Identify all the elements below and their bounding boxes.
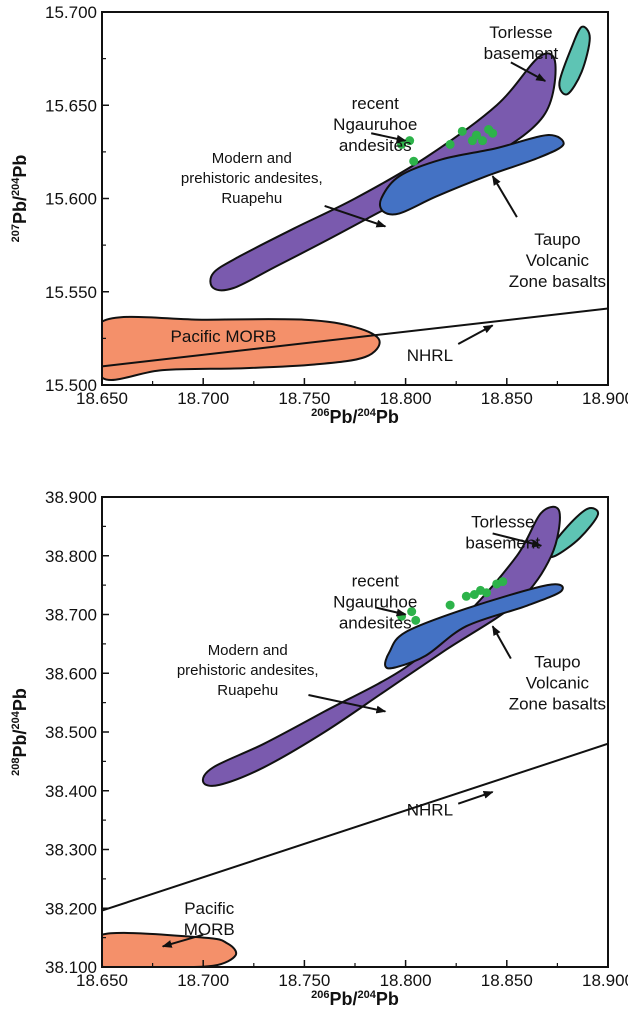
data-point-9 xyxy=(498,577,508,587)
y-tick-label-3: 15.650 xyxy=(45,96,97,115)
plot-area xyxy=(102,505,608,967)
x-tick-label-4: 18.850 xyxy=(481,971,533,990)
annotation-text-ruapehu: Modern and prehistoric andesites, Ruapehu xyxy=(177,642,319,699)
data-point-3 xyxy=(445,139,455,149)
data-point-2 xyxy=(409,156,419,166)
plot-area xyxy=(102,25,608,382)
x-axis-title: 206Pb/204Pb xyxy=(311,989,399,1009)
annotation-arrow-torlesse xyxy=(510,61,547,82)
annotation-arrow-taupo xyxy=(491,175,518,218)
data-point-9 xyxy=(488,128,498,138)
annotation-morb: Pacific MORB xyxy=(171,327,277,346)
annotation-text-morb: Pacific MORB xyxy=(171,327,277,346)
field-teal xyxy=(545,507,600,559)
x-tick-label-4: 18.850 xyxy=(481,389,533,408)
x-tick-label-3: 18.800 xyxy=(380,389,432,408)
y-tick-label-5: 38.600 xyxy=(45,664,97,683)
data-point-4 xyxy=(461,591,471,601)
field-morb xyxy=(102,931,238,967)
annotation-arrow-nhrl xyxy=(457,790,494,805)
x-tick-label-1: 18.700 xyxy=(177,971,229,990)
data-point-1 xyxy=(407,607,417,617)
annotation-taupo: Taupo Volcanic Zone basalts xyxy=(491,175,606,291)
x-tick-label-0: 18.650 xyxy=(76,389,128,408)
annotation-arrow-ruapehu xyxy=(324,205,387,228)
x-tick-label-1: 18.700 xyxy=(177,389,229,408)
y-tick-label-2: 15.600 xyxy=(45,190,97,209)
y-tick-label-7: 38.800 xyxy=(45,547,97,566)
data-point-4 xyxy=(457,126,467,136)
y-axis-title: 208Pb/204Pb xyxy=(10,688,30,776)
y-tick-label-1: 38.200 xyxy=(45,899,97,918)
annotation-nhrl: NHRL xyxy=(407,790,494,819)
annotation-taupo: Taupo Volcanic Zone basalts xyxy=(491,625,606,713)
data-point-7 xyxy=(482,588,492,598)
nhrl-line xyxy=(102,307,608,368)
annotation-ngauruhoe: recent Ngauruhoe andesites xyxy=(333,571,417,632)
data-point-3 xyxy=(445,600,455,610)
x-tick-label-3: 18.800 xyxy=(380,971,432,990)
annotation-text-morb: Pacific MORB xyxy=(184,899,235,939)
y-tick-label-0: 38.100 xyxy=(45,958,97,977)
data-point-2 xyxy=(411,615,421,625)
data-point-7 xyxy=(478,136,488,146)
annotation-arrow-ngauruhoe xyxy=(375,606,407,617)
y-tick-label-4: 38.500 xyxy=(45,723,97,742)
x-tick-label-5: 18.900 xyxy=(582,389,628,408)
nhrl-line xyxy=(102,742,608,912)
y-axis-title: 207Pb/204Pb xyxy=(10,155,30,243)
field-morb xyxy=(102,315,381,382)
field-teal xyxy=(558,25,591,96)
annotation-arrow-torlesse xyxy=(492,532,543,548)
x-axis-title: 206Pb/204Pb xyxy=(311,407,399,427)
annotation-ngauruhoe: recent Ngauruhoe andesites xyxy=(333,94,417,155)
field-purple xyxy=(209,52,557,292)
y-tick-label-3: 38.400 xyxy=(45,782,97,801)
data-point-6 xyxy=(471,130,481,140)
annotation-arrow-ruapehu xyxy=(308,694,387,714)
annotation-ruapehu: Modern and prehistoric andesites, Ruapehu xyxy=(181,150,387,228)
annotation-text-torlesse: Torlesse basement xyxy=(465,513,540,553)
y-tick-label-0: 15.500 xyxy=(45,376,97,395)
annotation-arrow-nhrl xyxy=(457,324,494,345)
annotation-text-taupo: Taupo Volcanic Zone basalts xyxy=(509,230,606,291)
annotation-torlesse: Torlesse basement xyxy=(465,513,543,553)
annotation-ruapehu: Modern and prehistoric andesites, Ruapehu xyxy=(177,642,387,714)
annotation-arrow-ngauruhoe xyxy=(370,132,407,143)
annotation-text-ruapehu: Modern and prehistoric andesites, Ruapehu xyxy=(181,150,323,207)
annotation-text-nhrl: NHRL xyxy=(407,800,453,819)
y-tick-label-1: 15.550 xyxy=(45,283,97,302)
y-tick-label-8: 38.900 xyxy=(45,488,97,507)
field-blue xyxy=(378,134,565,216)
annotation-text-ngauruhoe: recent Ngauruhoe andesites xyxy=(333,94,417,155)
field-purple xyxy=(201,505,561,787)
annotation-torlesse: Torlesse basement xyxy=(484,23,559,82)
annotation-text-nhrl: NHRL xyxy=(407,346,453,365)
x-tick-label-2: 18.750 xyxy=(278,971,330,990)
chart-208pb-vs-206pb: 18.650 18.700 18.750 18.800 18.850 18.900 38.1… xyxy=(10,488,628,1009)
annotation-morb: Pacific MORB xyxy=(161,899,235,948)
field-blue xyxy=(384,583,564,670)
annotation-text-ngauruhoe: recent Ngauruhoe andesites xyxy=(333,571,417,632)
x-tick-label-5: 18.900 xyxy=(582,971,628,990)
x-tick-label-0: 18.650 xyxy=(76,971,128,990)
y-tick-label-2: 38.300 xyxy=(45,841,97,860)
annotation-text-taupo: Taupo Volcanic Zone basalts xyxy=(509,652,606,713)
y-tick-label-4: 15.700 xyxy=(45,3,97,22)
data-point-1 xyxy=(405,136,415,146)
x-tick-label-2: 18.750 xyxy=(278,389,330,408)
annotation-arrow-taupo xyxy=(491,625,512,660)
annotation-nhrl: NHRL xyxy=(407,324,494,365)
y-tick-label-6: 38.700 xyxy=(45,606,97,625)
annotation-text-torlesse: Torlesse basement xyxy=(484,23,559,63)
annotation-arrow-morb xyxy=(161,933,204,948)
chart-207pb-vs-206pb: 18.650 18.700 18.750 18.800 18.850 18.900 15.5… xyxy=(10,3,628,427)
